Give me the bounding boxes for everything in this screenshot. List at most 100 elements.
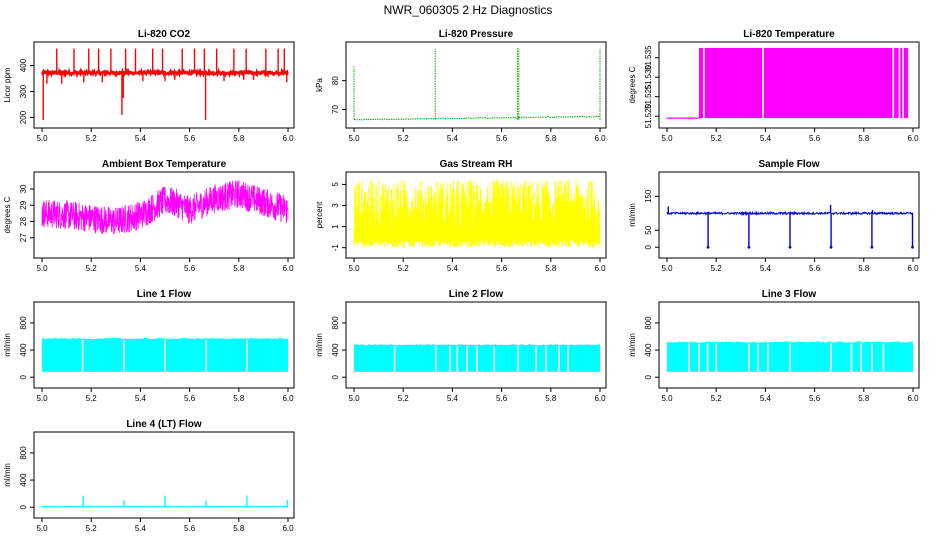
x-tick-label-line-4-lt-flow-2: 5.4 bbox=[135, 524, 147, 533]
panel-title-li-820-temperature: Li-820 Temperature bbox=[743, 29, 835, 40]
series-top-edge-line-1-flow bbox=[41, 337, 289, 341]
x-tick-label-line-2-flow-0: 5.0 bbox=[348, 394, 360, 403]
plot-frame-line-3-flow bbox=[658, 301, 920, 389]
y-tick-label-sample-flow-1: 50 bbox=[644, 225, 653, 234]
y-tick-label-line-1-flow-0: 0 bbox=[19, 374, 28, 379]
y-tick-label-li-820-temperature-2: 51.530 bbox=[644, 64, 653, 89]
spike-point-sample-flow-5 bbox=[911, 245, 914, 249]
series-top-edge-line-3-flow bbox=[666, 341, 914, 345]
plot-frame-li-820-temperature bbox=[658, 41, 920, 129]
x-tick-label-line-3-flow-5: 6.0 bbox=[907, 394, 919, 403]
y-tick-label-line-1-flow-1: 400 bbox=[19, 343, 28, 357]
x-tick-label-line-4-lt-flow-4: 5.8 bbox=[233, 524, 245, 533]
y-tick-label-line-2-flow-1: 400 bbox=[331, 343, 340, 357]
panel-title-ambient-box-temperature: Ambient Box Temperature bbox=[102, 159, 227, 170]
plot-frame-line-4-lt-flow bbox=[33, 431, 295, 519]
spike-point-sample-flow-1 bbox=[747, 245, 751, 249]
x-tick-label-ambient-box-temperature-4: 5.8 bbox=[233, 264, 245, 273]
series-line-gas-stream-rh bbox=[353, 179, 601, 249]
x-tick-label-li-820-pressure-4: 5.8 bbox=[545, 134, 557, 143]
x-tick-label-ambient-box-temperature-5: 6.0 bbox=[282, 264, 294, 273]
panel-title-line-4-lt-flow: Line 4 (LT) Flow bbox=[126, 419, 202, 430]
x-tick-label-li-820-co2-3: 5.6 bbox=[184, 134, 196, 143]
series-band-li-820-temperature bbox=[698, 47, 909, 119]
x-tick-label-line-2-flow-2: 5.4 bbox=[447, 394, 459, 403]
x-tick-label-li-820-temperature-5: 6.0 bbox=[907, 134, 919, 143]
y-tick-label-ambient-box-temperature-2: 29 bbox=[19, 200, 28, 209]
series-line-li-820-pressure bbox=[353, 115, 601, 121]
panel-li-820-temperature: Li-820 Temperature degrees C 5.0 5.2 5.4 5.6 5… bbox=[628, 29, 920, 143]
spike-point-sample-flow-0 bbox=[706, 245, 710, 249]
y-tick-label-sample-flow-0: 0 bbox=[644, 244, 653, 249]
x-tick-label-line-1-flow-1: 5.2 bbox=[86, 394, 98, 403]
panel-li-820-pressure: Li-820 Pressure kPa 5.0 5.2 5.4 5.6 5.8 6.0 70 80 bbox=[315, 29, 607, 143]
y-tick-label-line-3-flow-0: 0 bbox=[644, 374, 653, 379]
x-tick-label-line-1-flow-0: 5.0 bbox=[36, 394, 48, 403]
y-tick-label-ambient-box-temperature-0: 27 bbox=[19, 233, 28, 242]
x-tick-label-line-4-lt-flow-1: 5.2 bbox=[86, 524, 98, 533]
spike-point-sample-flow-2 bbox=[788, 245, 792, 249]
series-line-li-820-co2 bbox=[40, 67, 289, 79]
x-tick-label-line-2-flow-1: 5.2 bbox=[398, 394, 410, 403]
x-tick-label-line-1-flow-2: 5.4 bbox=[135, 394, 147, 403]
spike-point-sample-flow-3 bbox=[829, 245, 833, 249]
y-tick-label-line-3-flow-2: 800 bbox=[644, 316, 653, 330]
plot-frame-sample-flow bbox=[658, 171, 920, 259]
y-tick-label-sample-flow-2: 150 bbox=[644, 189, 653, 203]
x-tick-label-li-820-temperature-4: 5.8 bbox=[858, 134, 870, 143]
y-axis-label-gas-stream-rh: percent bbox=[315, 201, 324, 228]
x-tick-label-line-2-flow-3: 5.6 bbox=[496, 394, 508, 403]
x-tick-label-line-3-flow-1: 5.2 bbox=[711, 394, 723, 403]
y-tick-label-gas-stream-rh-0: -1 bbox=[331, 244, 340, 252]
y-tick-label-ambient-box-temperature-1: 28 bbox=[19, 217, 28, 226]
panel-title-li-820-pressure: Li-820 Pressure bbox=[439, 29, 514, 40]
y-tick-label-li-820-pressure-1: 80 bbox=[331, 76, 340, 85]
panel-ambient-box-temperature: Ambient Box Temperature degrees C 5.0 5.2 5.… bbox=[3, 159, 295, 273]
x-tick-label-li-820-pressure-2: 5.4 bbox=[447, 134, 459, 143]
x-tick-label-li-820-co2-4: 5.8 bbox=[233, 134, 245, 143]
y-axis-label-li-820-co2: Licor ppm bbox=[3, 67, 12, 102]
x-tick-label-line-2-flow-4: 5.8 bbox=[545, 394, 557, 403]
series-top-edge-line-2-flow bbox=[353, 343, 600, 347]
x-tick-label-gas-stream-rh-3: 5.6 bbox=[496, 264, 508, 273]
x-tick-label-line-4-lt-flow-0: 5.0 bbox=[36, 524, 48, 533]
series-line-ambient-box-temperature bbox=[41, 180, 289, 235]
y-tick-label-gas-stream-rh-3: 5 bbox=[331, 182, 340, 187]
x-tick-label-li-820-pressure-1: 5.2 bbox=[398, 134, 410, 143]
x-tick-label-li-820-temperature-1: 5.2 bbox=[711, 134, 723, 143]
plot-frame-gas-stream-rh bbox=[345, 171, 607, 259]
x-tick-label-sample-flow-0: 5.0 bbox=[661, 264, 673, 273]
x-tick-label-li-820-co2-1: 5.2 bbox=[86, 134, 98, 143]
y-tick-label-line-3-flow-1: 400 bbox=[644, 343, 653, 357]
x-tick-label-line-3-flow-4: 5.8 bbox=[858, 394, 870, 403]
panel-title-line-3-flow: Line 3 Flow bbox=[762, 289, 817, 300]
panel-grid: Li-820 CO2 Licor ppm 5.0 5.2 5.4 5.6 5.8 6.0 200… bbox=[3, 29, 920, 533]
x-tick-label-line-1-flow-4: 5.8 bbox=[233, 394, 245, 403]
panel-sample-flow: Sample Flow ml/min 5.0 5.2 5.4 5.6 5.8 6.0 0 50 15… bbox=[628, 159, 920, 273]
y-tick-label-line-1-flow-2: 800 bbox=[19, 316, 28, 330]
x-tick-label-sample-flow-5: 6.0 bbox=[907, 264, 919, 273]
x-tick-label-li-820-co2-5: 6.0 bbox=[282, 134, 294, 143]
y-tick-label-li-820-temperature-0: 51.520 bbox=[644, 103, 653, 128]
panel-line-3-flow: Line 3 Flow ml/min 5.0 5.2 5.4 5.6 5.8 6.0 0 400 8… bbox=[628, 289, 920, 403]
y-axis-label-line-3-flow: ml/min bbox=[628, 333, 637, 357]
x-tick-label-line-1-flow-5: 6.0 bbox=[282, 394, 294, 403]
x-tick-label-gas-stream-rh-1: 5.2 bbox=[398, 264, 410, 273]
x-tick-label-gas-stream-rh-5: 6.0 bbox=[594, 264, 606, 273]
y-axis-label-sample-flow: ml/min bbox=[628, 203, 637, 227]
x-tick-label-line-2-flow-5: 6.0 bbox=[594, 394, 606, 403]
plot-frame-ambient-box-temperature bbox=[33, 171, 295, 259]
y-axis-label-line-4-lt-flow: ml/min bbox=[3, 463, 12, 487]
y-tick-label-line-2-flow-0: 0 bbox=[331, 374, 340, 379]
panel-title-line-2-flow: Line 2 Flow bbox=[449, 289, 504, 300]
x-tick-label-line-3-flow-3: 5.6 bbox=[809, 394, 821, 403]
x-tick-label-line-3-flow-2: 5.4 bbox=[760, 394, 772, 403]
x-tick-label-li-820-pressure-3: 5.6 bbox=[496, 134, 508, 143]
plot-frame-li-820-pressure bbox=[345, 41, 607, 129]
y-tick-label-li-820-temperature-3: 51.535 bbox=[644, 45, 653, 70]
x-tick-label-li-820-temperature-0: 5.0 bbox=[661, 134, 673, 143]
y-axis-label-li-820-pressure: kPa bbox=[315, 78, 324, 92]
y-tick-label-li-820-co2-0: 200 bbox=[19, 110, 28, 124]
y-tick-label-ambient-box-temperature-3: 30 bbox=[19, 184, 28, 193]
